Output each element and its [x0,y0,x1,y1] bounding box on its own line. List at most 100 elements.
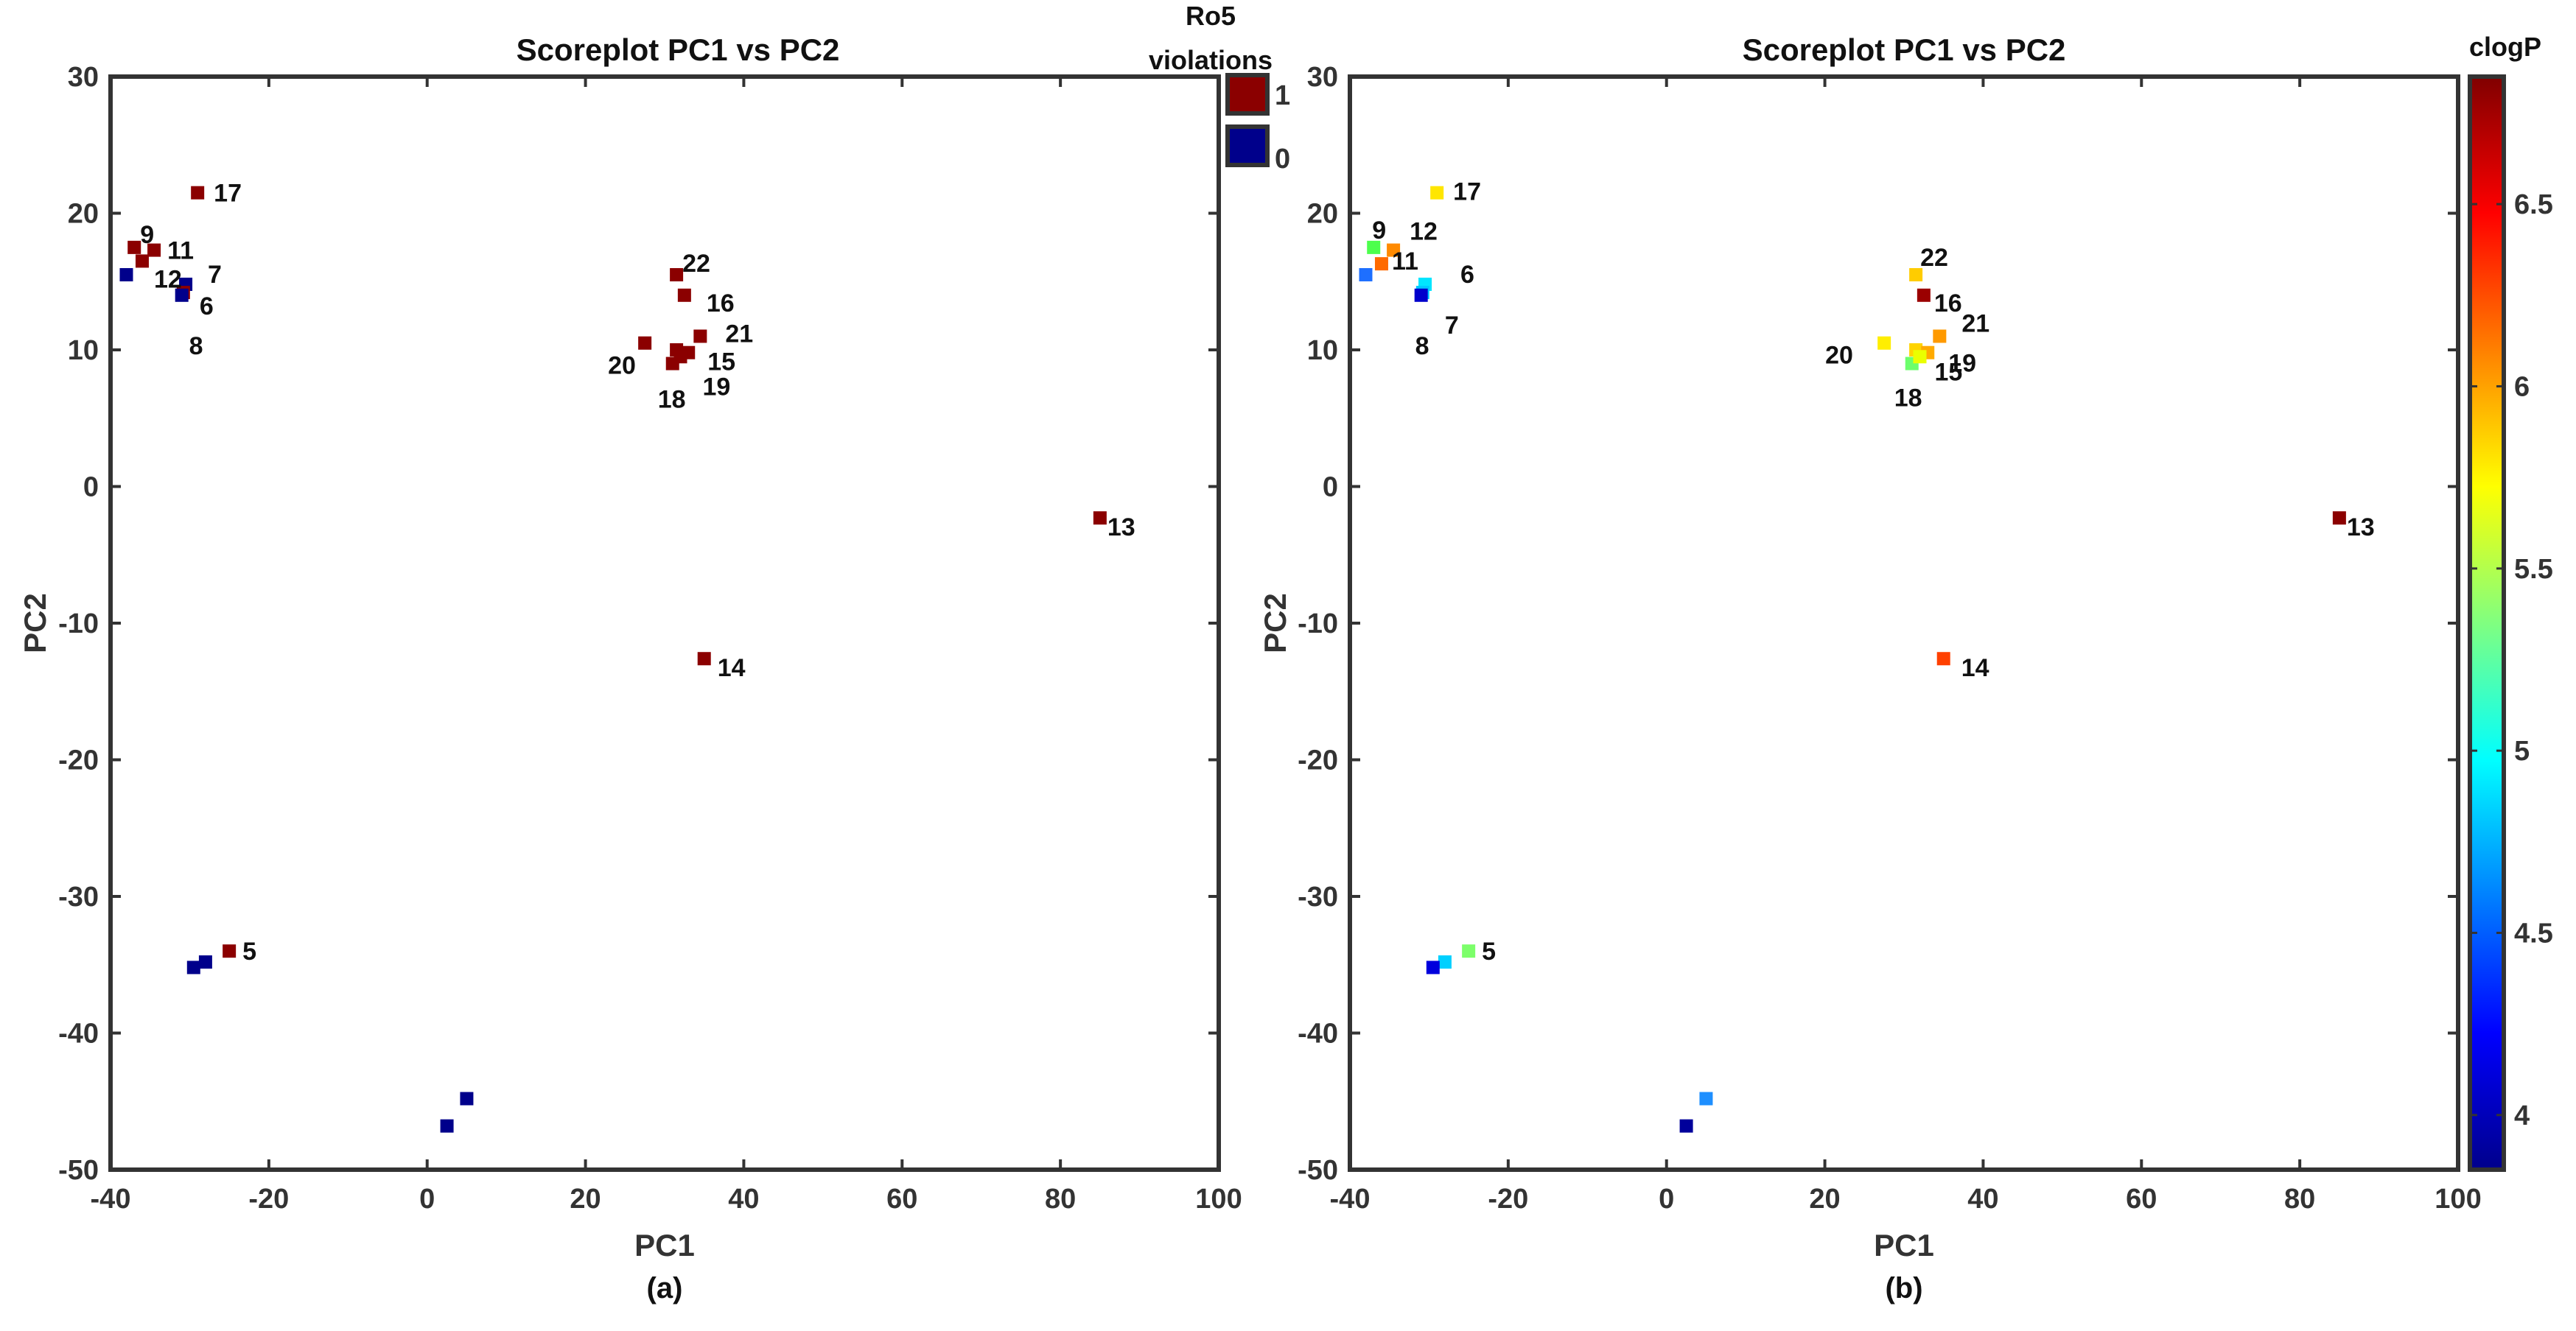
panel-b-x-axis-label: PC1 [1874,1228,1934,1262]
y-tick-label: -20 [1298,745,1338,776]
point-label: 5 [1482,938,1496,966]
data-point [147,243,161,257]
data-point [135,254,149,268]
data-point [673,350,687,364]
panel-b-y-axis-label: PC2 [1258,593,1292,653]
panel-a-legend: Ro5 violations 1 0 [1149,1,1290,175]
data-point [1387,243,1401,257]
data-point [1367,240,1381,254]
data-point [2332,511,2346,525]
point-label: 11 [1392,247,1418,275]
y-tick-label: 20 [1307,199,1338,230]
y-tick-label: -50 [58,1155,99,1186]
panel-a-plot-frame [108,74,1221,1172]
point-label: 17 [214,180,242,208]
panel-b-plot-frame [1348,74,2460,1172]
panel-b-y-ticks: 30 20 10 0 -10 -20 -30 -40 -50 [1298,62,2458,1186]
y-tick-label: -40 [1298,1019,1338,1050]
panel-b-colorbar: clogP 4 4.5 5 5.5 6 6.5 [2468,32,2553,1172]
y-tick-label: 30 [68,62,99,93]
data-point [1679,1119,1693,1133]
legend-title-line-1: Ro5 [1186,1,1236,31]
point-label: 13 [2347,513,2375,541]
panel-b-x-ticks: -40 -20 0 20 40 60 80 100 [1330,77,2482,1215]
x-tick-label: -20 [1488,1184,1528,1215]
data-point [1359,267,1373,281]
data-point [1699,1092,1713,1106]
colorbar-ticks: 4 4.5 5 5.5 6 6.5 [2470,189,2553,1131]
panel-a-y-axis-label: PC2 [18,593,52,653]
panel-a-x-axis-label: PC1 [634,1228,695,1262]
legend-label-0: 0 [1275,144,1290,175]
colorbar-title: clogP [2469,32,2541,62]
y-tick-label: 0 [83,472,99,503]
data-point [460,1092,474,1106]
x-tick-label: -40 [91,1184,131,1215]
point-label: 21 [725,320,753,348]
point-label: 8 [189,332,203,360]
colorbar-tick-label: 4.5 [2514,918,2553,949]
panel-b-sublabel: (b) [1885,1272,1922,1304]
y-tick-label: 0 [1323,472,1338,503]
point-label: 15 [707,348,735,376]
data-point [186,961,200,974]
data-point [677,288,691,302]
y-tick-label: 10 [68,335,99,366]
data-point [440,1119,454,1133]
point-label: 8 [1415,332,1429,360]
data-point [1374,257,1388,271]
panel-a-points [119,186,1107,1133]
y-tick-label: 10 [1307,335,1338,366]
y-tick-label: 30 [1307,62,1338,93]
x-tick-label: 0 [419,1184,435,1215]
data-point [1909,267,1923,281]
data-point [127,240,141,254]
panel-b-points [1359,186,2346,1133]
panel-a-sublabel: (a) [647,1272,683,1304]
panel-a-y-ticks: 30 20 10 0 -10 -20 -30 -40 -50 [58,62,1219,1186]
point-label: 11 [167,237,194,265]
y-tick-label: -50 [1298,1155,1338,1186]
colorbar-tick-label: 4 [2514,1100,2530,1131]
point-label: 9 [1372,217,1386,245]
point-label: 12 [1410,218,1438,246]
colorbar-tick-label: 5 [2514,736,2530,767]
panel-a-x-ticks: -40 -20 0 20 40 60 80 100 [91,77,1242,1215]
data-point [1430,186,1444,200]
point-label: 21 [1961,309,1989,337]
point-label: 6 [200,292,214,320]
data-point [191,186,205,200]
point-label: 6 [1460,261,1474,289]
data-point [1462,944,1476,958]
point-label: 16 [707,289,735,317]
colorbar-tick-label: 5.5 [2514,554,2553,585]
colorbar-tick-label: 6 [2514,371,2530,402]
x-tick-label: -40 [1330,1184,1371,1215]
point-label: 20 [1825,342,1853,370]
y-tick-label: -30 [1298,882,1338,913]
point-label: 7 [1445,312,1459,340]
colorbar-gradient [2468,74,2506,1172]
y-tick-label: -20 [58,745,99,776]
point-label: 20 [608,352,636,380]
colorbar-tick-label: 6.5 [2514,189,2553,220]
x-tick-label: 100 [2435,1184,2481,1215]
x-tick-label: 20 [1809,1184,1840,1215]
point-label: 15 [1934,358,1962,386]
data-point [1438,955,1452,969]
point-label: 9 [140,221,154,249]
point-label: 22 [682,250,710,278]
data-point [1936,652,1950,666]
data-point [119,267,133,281]
x-tick-label: 60 [2126,1184,2157,1215]
point-label: 12 [154,265,182,293]
panel-b-title: Scoreplot PC1 vs PC2 [1743,32,2066,67]
data-point [1917,288,1931,302]
point-label: 16 [1934,289,1962,317]
data-point [198,955,212,969]
legend-swatch-1 [1225,73,1270,116]
